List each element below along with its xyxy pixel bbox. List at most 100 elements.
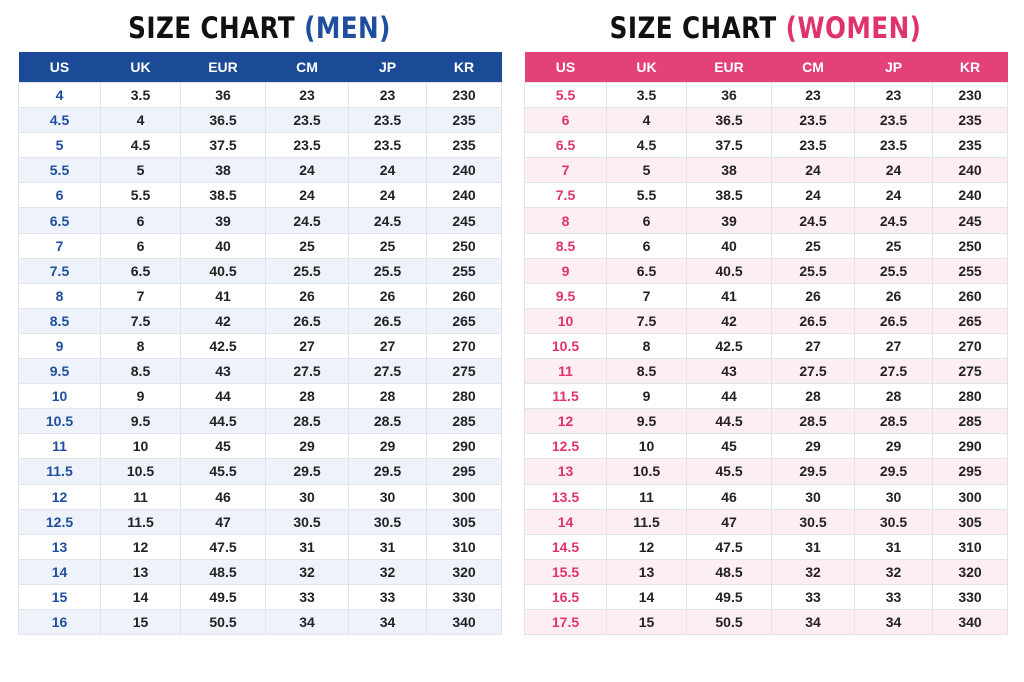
- table-cell: 6: [100, 232, 181, 259]
- table-cell: 49.5: [180, 583, 266, 610]
- table-cell: 42: [686, 307, 772, 334]
- table-cell: 26.5: [348, 307, 427, 334]
- size-table: US UK EUR CM JP KR 5.5 3.5 36 23 23 230 6 4 36.5 23.5 23…: [524, 52, 1008, 636]
- table-cell: 305: [426, 508, 502, 535]
- table-cell: 11.5: [606, 508, 687, 535]
- table-cell: 40: [686, 232, 772, 259]
- table-row: 4.5 4 36.5 23.5 23.5 235: [18, 107, 502, 134]
- table-cell: 34: [854, 608, 933, 636]
- table-cell: 230: [932, 81, 1008, 109]
- table-cell: 29: [265, 433, 349, 460]
- column-header: UK: [100, 52, 181, 83]
- table-cell: 27: [771, 332, 855, 360]
- table-cell: 24: [854, 182, 933, 209]
- table-cell: 11: [606, 483, 687, 510]
- table-cell: 48.5: [686, 558, 772, 585]
- table-cell: 23.5: [348, 107, 427, 134]
- table-cell: 4: [606, 107, 687, 134]
- table-cell: 30.5: [265, 508, 349, 535]
- table-row: 9 6.5 40.5 25.5 25.5 255: [524, 257, 1008, 284]
- table-cell: 9: [606, 383, 687, 410]
- table-cell: 16: [18, 608, 101, 636]
- table-cell: 7.5: [18, 257, 101, 284]
- table-cell: 7.5: [606, 307, 687, 334]
- table-cell: 265: [426, 307, 502, 334]
- table-cell: 47: [686, 508, 772, 535]
- table-row: 5.5 3.5 36 23 23 230: [524, 81, 1008, 109]
- table-cell: 27: [854, 332, 933, 360]
- table-row: 7.5 6.5 40.5 25.5 25.5 255: [18, 257, 502, 284]
- table-cell: 6.5: [100, 257, 181, 284]
- table-head: US UK EUR CM JP KR: [524, 52, 1008, 83]
- table-cell: 31: [265, 533, 349, 560]
- table-cell: 24.5: [771, 207, 855, 234]
- table-cell: 48.5: [180, 558, 266, 585]
- table-cell: 39: [686, 207, 772, 234]
- table-cell: 14: [18, 558, 101, 585]
- table-cell: 6.5: [524, 132, 607, 159]
- table-cell: 30: [348, 483, 427, 510]
- table-cell: 23.5: [771, 107, 855, 134]
- table-cell: 44: [180, 383, 266, 410]
- table-cell: 3.5: [606, 81, 687, 109]
- table-cell: 240: [932, 157, 1008, 184]
- table-row: 14 11.5 47 30.5 30.5 305: [524, 508, 1008, 535]
- table-row: 9.5 7 41 26 26 260: [524, 282, 1008, 309]
- table-cell: 6: [18, 182, 101, 209]
- table-cell: 12: [606, 533, 687, 560]
- table-cell: 245: [426, 207, 502, 234]
- table-cell: 5.5: [18, 157, 101, 184]
- table-cell: 340: [426, 608, 502, 636]
- table-cell: 8: [606, 332, 687, 360]
- table-cell: 45.5: [180, 458, 266, 485]
- title-subtitle: (MEN): [304, 11, 391, 45]
- table-row: 16.5 14 49.5 33 33 330: [524, 583, 1008, 610]
- table-cell: 12: [524, 408, 607, 435]
- table-row: 13.5 11 46 30 30 300: [524, 483, 1008, 510]
- table-cell: 5: [606, 157, 687, 184]
- table-cell: 320: [426, 558, 502, 585]
- table-cell: 15: [100, 608, 181, 636]
- table-cell: 8: [18, 282, 101, 309]
- table-cell: 310: [932, 533, 1008, 560]
- table-cell: 45: [686, 433, 772, 460]
- table-cell: 29.5: [854, 458, 933, 485]
- table-cell: 15: [18, 583, 101, 610]
- table-body: 4 3.5 36 23 23 230 4.5 4 36.5 23.5 23.5 235 5 4.5 37.5…: [18, 81, 502, 636]
- table-cell: 6.5: [606, 257, 687, 284]
- table-cell: 4.5: [100, 132, 181, 159]
- table-row: 12 9.5 44.5 28.5 28.5 285: [524, 408, 1008, 435]
- table-cell: 28.5: [854, 408, 933, 435]
- table-row: 15.5 13 48.5 32 32 320: [524, 558, 1008, 585]
- table-cell: 38: [686, 157, 772, 184]
- table-cell: 3.5: [100, 81, 181, 109]
- table-cell: 28: [265, 383, 349, 410]
- table-row: 12.5 10 45 29 29 290: [524, 433, 1008, 460]
- table-cell: 6.5: [18, 207, 101, 234]
- table-cell: 50.5: [686, 608, 772, 636]
- table-cell: 290: [932, 433, 1008, 460]
- table-cell: 45.5: [686, 458, 772, 485]
- table-cell: 30: [265, 483, 349, 510]
- table-cell: 33: [771, 583, 855, 610]
- table-cell: 250: [426, 232, 502, 259]
- title-text: SIZE CHART: [128, 11, 296, 45]
- table-cell: 300: [932, 483, 1008, 510]
- table-cell: 30.5: [348, 508, 427, 535]
- table-cell: 47.5: [686, 533, 772, 560]
- table-cell: 320: [932, 558, 1008, 585]
- table-cell: 12.5: [524, 433, 607, 460]
- table-cell: 245: [932, 207, 1008, 234]
- table-cell: 23.5: [265, 107, 349, 134]
- table-cell: 30.5: [854, 508, 933, 535]
- table-cell: 23.5: [771, 132, 855, 159]
- table-cell: 28: [854, 383, 933, 410]
- table-cell: 13: [18, 533, 101, 560]
- table-cell: 26: [265, 282, 349, 309]
- table-row: 9.5 8.5 43 27.5 27.5 275: [18, 358, 502, 385]
- table-cell: 24: [348, 182, 427, 209]
- table-cell: 13.5: [524, 483, 607, 510]
- table-cell: 295: [426, 458, 502, 485]
- table-cell: 7.5: [524, 182, 607, 209]
- table-cell: 270: [426, 332, 502, 360]
